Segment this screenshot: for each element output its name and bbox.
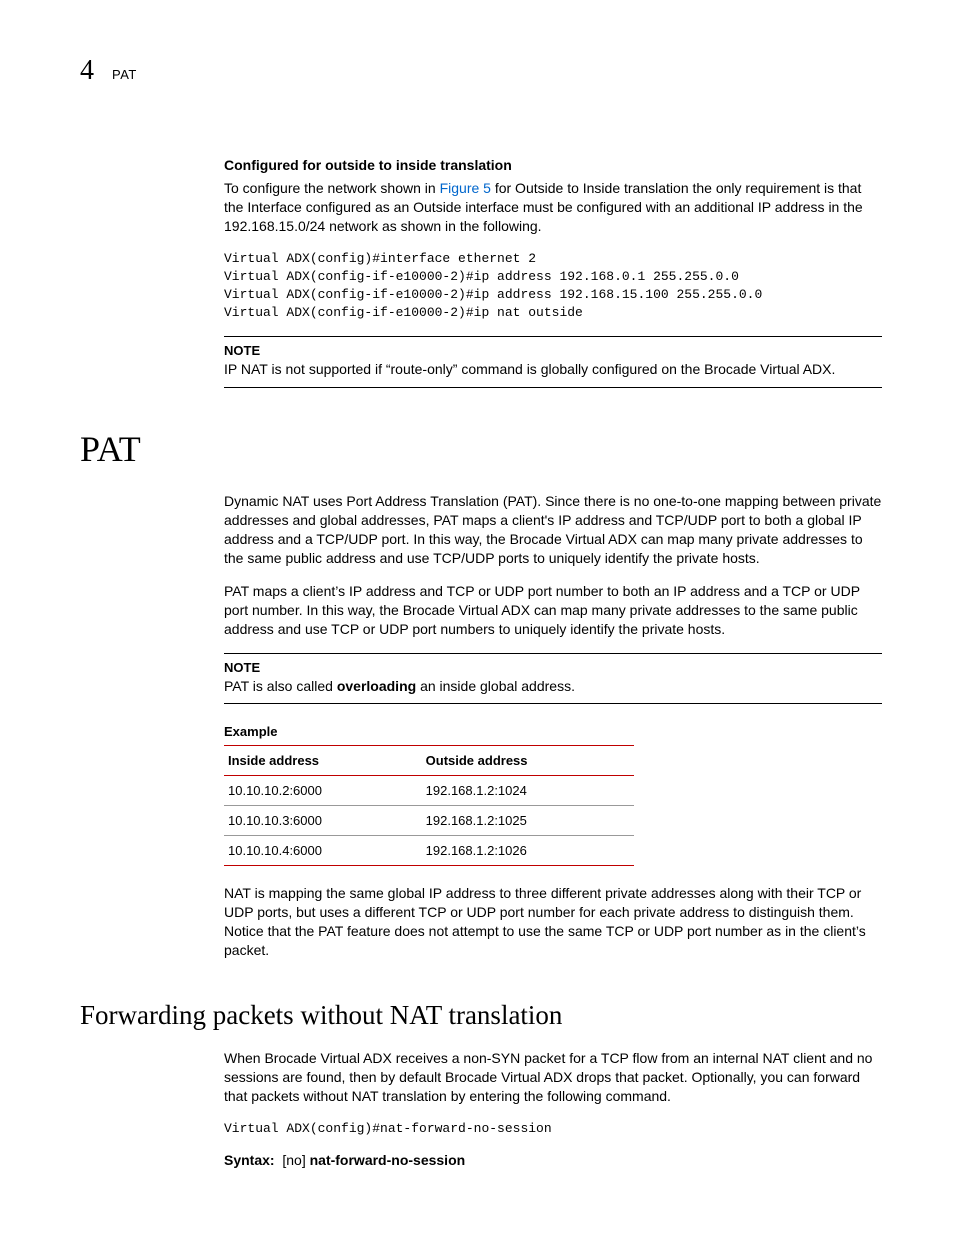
note-text: IP NAT is not supported if “route-only” …: [224, 360, 882, 379]
paragraph: NAT is mapping the same global IP addres…: [224, 884, 882, 960]
page: 4 PAT Configured for outside to inside t…: [0, 0, 954, 1228]
text: an inside global address.: [416, 678, 575, 694]
text-bold: overloading: [337, 678, 416, 694]
syntax-label: Syntax:: [224, 1152, 275, 1168]
note-text: PAT is also called overloading an inside…: [224, 677, 882, 696]
note-label: NOTE: [224, 660, 882, 675]
table-row: 10.10.10.4:6000 192.168.1.2:1026: [224, 836, 634, 866]
chapter-number: 4: [80, 55, 94, 87]
table-row: 10.10.10.3:6000 192.168.1.2:1025: [224, 806, 634, 836]
paragraph: When Brocade Virtual ADX receives a non-…: [224, 1049, 882, 1106]
syntax-line: Syntax: [no] nat-forward-no-session: [224, 1152, 882, 1168]
paragraph: PAT maps a client’s IP address and TCP o…: [224, 582, 882, 639]
heading-forwarding: Forwarding packets without NAT translati…: [80, 1000, 882, 1031]
subsection-title: Configured for outside to inside transla…: [224, 157, 882, 173]
paragraph: Dynamic NAT uses Port Address Translatio…: [224, 492, 882, 568]
paragraph: To configure the network shown in Figure…: [224, 179, 882, 236]
note-block: NOTE PAT is also called overloading an i…: [224, 653, 882, 705]
text: To configure the network shown in: [224, 180, 440, 196]
table-cell: 192.168.1.2:1025: [422, 806, 634, 836]
table-header: Outside address: [422, 746, 634, 776]
table-cell: 10.10.10.4:6000: [224, 836, 422, 866]
table-cell: 10.10.10.3:6000: [224, 806, 422, 836]
text: PAT is also called: [224, 678, 337, 694]
figure-link[interactable]: Figure 5: [440, 180, 491, 196]
table-cell: 10.10.10.2:6000: [224, 776, 422, 806]
content-block-1: Configured for outside to inside transla…: [224, 157, 882, 388]
table-cell: 192.168.1.2:1024: [422, 776, 634, 806]
example-label: Example: [224, 724, 882, 739]
pat-table: Inside address Outside address 10.10.10.…: [224, 745, 634, 866]
page-header: 4 PAT: [80, 55, 882, 87]
code-block: Virtual ADX(config)#nat-forward-no-sessi…: [224, 1120, 882, 1138]
content-block-3: When Brocade Virtual ADX receives a non-…: [224, 1049, 882, 1168]
table-header-row: Inside address Outside address: [224, 746, 634, 776]
chapter-title: PAT: [112, 67, 137, 82]
code-block: Virtual ADX(config)#interface ethernet 2…: [224, 250, 882, 323]
table-header: Inside address: [224, 746, 422, 776]
table-row: 10.10.10.2:6000 192.168.1.2:1024: [224, 776, 634, 806]
note-block: NOTE IP NAT is not supported if “route-o…: [224, 336, 882, 388]
syntax-optional: [no]: [282, 1152, 309, 1168]
heading-pat: PAT: [80, 428, 882, 470]
syntax-command: nat-forward-no-session: [310, 1152, 466, 1168]
content-block-2: Dynamic NAT uses Port Address Translatio…: [224, 492, 882, 960]
table-cell: 192.168.1.2:1026: [422, 836, 634, 866]
note-label: NOTE: [224, 343, 882, 358]
